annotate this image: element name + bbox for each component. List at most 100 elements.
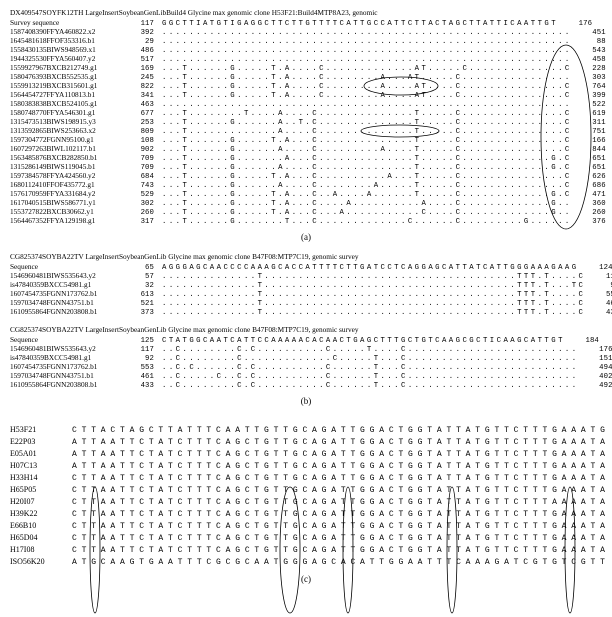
panel-b1-survey-row: Sequence 65 AGGGAGCAACCCCAAAGCACCATTTTCT… (10, 263, 602, 272)
alignment-row: 1580383838BXCB524105.g1463..............… (10, 100, 602, 109)
row-seq: ..............T.........................… (162, 273, 585, 281)
row-end: 432 (585, 309, 612, 317)
survey-start: 117 (128, 20, 162, 28)
row-end: 751 (572, 128, 606, 136)
row-start: 613 (128, 291, 162, 299)
alignment-row: 1610955864FGNN203808.b1433..C........C.C… (10, 381, 602, 390)
row-end: 116 (585, 273, 612, 281)
row-label: 1546960481BIWS535643.y2 (10, 272, 128, 280)
row-label: 1597384578FFYA424560.y2 (10, 172, 128, 180)
alignment-row: 1610955864FGNN203808.b1373..............… (10, 308, 602, 317)
alignment-row: 1587408390FFYA460822.x2392..............… (10, 28, 602, 37)
row-start: 486 (128, 47, 162, 55)
row-label: 1580748770FFYA546301.g1 (10, 109, 128, 117)
alignment-row: 1944325530FFYA560407.y2517..............… (10, 55, 602, 64)
row-start: 743 (128, 182, 162, 190)
alignment-row: ISO56K20A T G C A A G T G A A T T T C G … (10, 556, 602, 568)
row-label: is47840359BXCC54981.g1 (10, 281, 128, 289)
row-seq: ..............T.........................… (162, 282, 585, 290)
row-label: H20I07 (10, 496, 72, 507)
alignment-row: 1597384578FFYA424560.y2684...T......G...… (10, 172, 602, 181)
row-end: 462 (585, 300, 612, 308)
panel-a-header: DX409547SOYFK12TH LargeInsertSoybeanGenL… (10, 8, 602, 17)
row-seq: ...T......G.....T.A...C..........A...T..… (162, 173, 572, 181)
alignment-row: H53F21C T T A C T A G C T T A T T T C A … (10, 424, 602, 436)
row-seq: ...T......G.....T.A...C..A....A......T..… (162, 191, 572, 199)
alignment-row: 1559927967BXCB212749.g1169...T......G...… (10, 64, 602, 73)
survey-label: Sequence (10, 336, 128, 344)
row-start: 373 (128, 309, 162, 317)
row-start: 463 (128, 101, 162, 109)
row-end: 451 (572, 29, 606, 37)
row-start: 117 (128, 346, 162, 354)
row-end: 166 (572, 137, 606, 145)
row-label: 1607454735FGNN173762.b1 (10, 290, 128, 298)
row-end: 619 (572, 110, 606, 118)
row-start: 809 (128, 128, 162, 136)
row-label: ISO56K20 (10, 556, 72, 567)
row-seq: ........................................… (162, 47, 572, 55)
row-label: H17I08 (10, 544, 72, 555)
row-label: 1587408390FFYA460822.x2 (10, 28, 128, 36)
row-start: 108 (128, 137, 162, 145)
row-start: 245 (128, 74, 162, 82)
row-seq: A T T A A T T C T A T C T T T C A G C T … (72, 461, 605, 472)
row-end: 458 (572, 56, 606, 64)
row-seq: ...T......G......A....C........A.....T..… (162, 182, 572, 190)
survey-seq: CTATGGCAATCATTCCAAAAACACAACTGAGCTTTGCTGT… (162, 337, 565, 345)
row-label: 1645481618FFOF353316.b1 (10, 37, 128, 45)
row-start: 902 (128, 146, 162, 154)
row-label: 1558430135BIWS948569.x1 (10, 46, 128, 54)
row-end: 471 (572, 191, 606, 199)
row-seq: ........................................… (162, 29, 572, 37)
alignment-row: 1546960481BIWS535643.y257..............T… (10, 272, 602, 281)
alignment-row: is47840359BXCC54981.g132..............T.… (10, 281, 602, 290)
alignment-row: 1546960481BIWS535643.y2117..C........C.C… (10, 345, 602, 354)
row-start: 709 (128, 155, 162, 163)
alignment-row: E22P03A T T A A T T C T A T C T T T C A … (10, 436, 602, 448)
row-label: 1610955864FGNN203808.b1 (10, 381, 128, 389)
row-label: H07C13 (10, 460, 72, 471)
alignment-row: H17I08C T T A A T T C T A T C T T T C A … (10, 544, 602, 556)
row-start: 253 (128, 119, 162, 127)
alignment-row: 1680112410FFOF435772.g1743...T......G...… (10, 181, 602, 190)
row-start: 433 (128, 382, 162, 390)
row-label: 1559913219BXCB315601.g1 (10, 82, 128, 90)
alignment-row: 1558430135BIWS948569.x1486..............… (10, 46, 602, 55)
alignment-row: 1597304772FGNN95100.g1108...T......G....… (10, 136, 602, 145)
alignment-row: 1563485876BXCB282850.b1709...T......G...… (10, 154, 602, 163)
row-label: 1610955864FGNN203808.b1 (10, 308, 128, 316)
row-end: 303 (572, 74, 606, 82)
survey-seq: AGGGAGCAACCCCAAAGCACCATTTTCTTGATCCTCAGGA… (162, 264, 579, 272)
alignment-row: H20I07C T T A A T T C T A T C T T T C A … (10, 496, 602, 508)
survey-start: 125 (128, 337, 162, 345)
row-seq: ........................................… (162, 38, 572, 46)
row-label: E66B10 (10, 520, 72, 531)
alignment-row: 1597034748FGNN43751.b1461..C.....C..C.C.… (10, 372, 602, 381)
row-label: 1559927967BXCB212749.g1 (10, 64, 128, 72)
alignment-row: H33H14C T T A A T T C T A T C T T T C A … (10, 472, 602, 484)
row-start: 517 (128, 56, 162, 64)
row-seq: ..C.....C..C.C..........C......T...C....… (162, 373, 579, 381)
row-end: 626 (572, 173, 606, 181)
row-start: 684 (128, 173, 162, 181)
alignment-row: E05A01A T T A A T T C T A T C T T T C A … (10, 448, 602, 460)
row-start: 57 (128, 273, 162, 281)
row-start: 392 (128, 29, 162, 37)
alignment-row: E66B10C T T A A T T C T A T C T T T C A … (10, 520, 602, 532)
row-end: 260 (572, 209, 606, 217)
row-seq: C T T A A T T C T A T C T T T C A G C T … (72, 545, 605, 556)
row-seq: C T T A A T T C T A T C T T T C A G C T … (72, 485, 605, 496)
row-seq: ...T........T....A....C..............T..… (162, 110, 572, 118)
panel-b2-rows: 1546960481BIWS535643.y2117..C........C.C… (10, 345, 602, 390)
alignment-row: H39K22C T T A A T T C T A T C T T T C A … (10, 508, 602, 520)
alignment-row: 1559913219BXCB315601.g1822...T......G...… (10, 82, 602, 91)
row-label: 1553727822BXCB30662.y1 (10, 208, 128, 216)
alignment-row: 1315286149BIWS119045.b1709...T......G...… (10, 163, 602, 172)
alignment-row: 1597034748FGNN43751.b1521..............T… (10, 299, 602, 308)
row-start: 709 (128, 164, 162, 172)
panel-b2-survey-row: Sequence 125 CTATGGCAATCATTCCAAAAACACAAC… (10, 336, 602, 345)
row-end: 376 (572, 218, 606, 226)
row-start: 317 (128, 218, 162, 226)
row-seq: ...T......G.....T.A....C.............AT.… (162, 65, 572, 73)
